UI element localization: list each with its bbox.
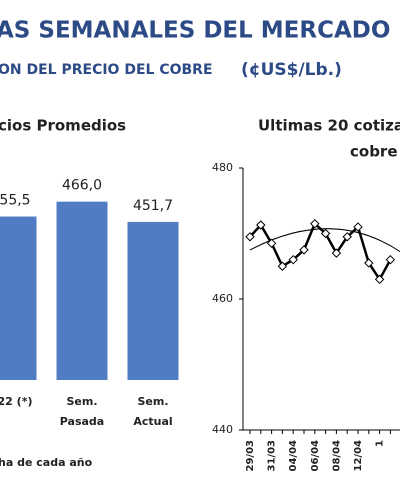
y-tick-label: 440 — [212, 423, 233, 436]
point — [385, 254, 396, 265]
value-label: 55,5 — [0, 193, 31, 209]
point — [342, 232, 352, 242]
point — [374, 274, 385, 285]
point — [331, 248, 342, 258]
bar — [0, 216, 37, 380]
point — [256, 220, 266, 230]
header-title: AS SEMANALES DEL MERCADO DE — [0, 18, 400, 44]
point — [245, 232, 255, 242]
x-tick-label: Sem. Pasada — [60, 395, 104, 428]
line-title: cobre — [350, 143, 398, 161]
footnote: ha de cada año — [0, 456, 93, 469]
point — [364, 258, 374, 268]
y-tick-label: 480 — [212, 161, 233, 174]
bar — [127, 221, 179, 380]
x-tick-label: 1 — [375, 440, 386, 447]
value-label: 451,7 — [133, 198, 173, 214]
x-tick-label: Sem. Actual — [133, 395, 172, 428]
line — [249, 221, 392, 282]
point — [277, 261, 288, 271]
line-title: Ultimas 20 cotiza — [258, 117, 400, 135]
x-tick-label: 06/04 — [310, 440, 321, 472]
x-tick-label: 04/04 — [288, 440, 299, 472]
header-unit: (¢US$/Lb.) — [241, 60, 342, 80]
point — [299, 245, 309, 255]
point — [266, 238, 277, 249]
header-subtitle: ON DEL PRECIO DEL COBRE — [0, 62, 213, 78]
point — [310, 218, 320, 229]
value-label: 466,0 — [62, 178, 102, 194]
point — [353, 222, 363, 232]
bar-title: cios Promedios — [0, 117, 126, 135]
point — [288, 254, 298, 265]
x-tick-label: 12/04 — [353, 440, 364, 472]
point — [320, 228, 331, 239]
x-tick-label: 29/03 — [245, 440, 256, 472]
y-tick-label: 460 — [212, 292, 233, 305]
x-tick-label: 08/04 — [331, 440, 342, 472]
bar — [56, 201, 108, 380]
x-tick-label: 22 (*) — [0, 395, 32, 408]
x-tick-label: 31/03 — [267, 440, 278, 472]
